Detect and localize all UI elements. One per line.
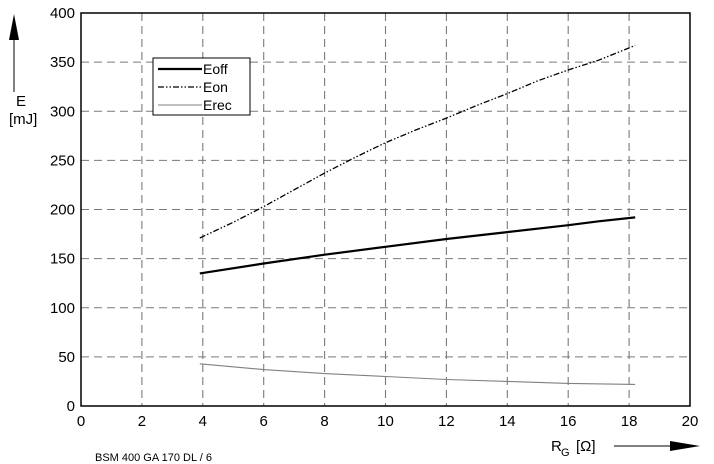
grid (81, 13, 690, 406)
y-tick-label: 100 (50, 300, 75, 317)
x-axis-subscript: G (561, 447, 570, 459)
x-axis-title: R (551, 438, 562, 455)
x-tick-label: 2 (138, 413, 146, 430)
x-tick-labels: 0 2 4 6 8 10 12 14 16 18 20 (77, 413, 699, 430)
x-tick-label: 10 (377, 413, 394, 430)
legend-label-eon: Eon (203, 79, 228, 95)
footer-caption: BSM 400 GA 170 DL / 6 (95, 452, 212, 464)
series-line-erec (199, 363, 636, 385)
y-arrow-icon (9, 14, 19, 40)
legend-box (152, 57, 251, 116)
y-axis-unit: [mJ] (9, 111, 37, 128)
y-tick-label: 150 (50, 251, 75, 268)
x-tick-label: 16 (560, 413, 577, 430)
series-lines (199, 44, 636, 385)
x-arrow-icon (670, 441, 700, 451)
y-tick-label: 350 (50, 54, 75, 71)
series-line-eoff (199, 216, 636, 275)
y-axis-label: E [mJ] (9, 14, 37, 128)
y-tick-labels: 0 50 100 150 200 250 300 350 400 (50, 5, 75, 415)
legend-label-eoff: Eoff (203, 61, 228, 77)
y-tick-label: 50 (58, 349, 75, 366)
x-tick-label: 6 (260, 413, 268, 430)
x-tick-label: 12 (438, 413, 455, 430)
x-axis-unit: [Ω] (576, 438, 596, 455)
y-axis-title: E (16, 93, 26, 110)
x-tick-label: 4 (199, 413, 207, 430)
x-tick-label: 18 (621, 413, 638, 430)
legend-label-erec: Erec (203, 97, 232, 113)
y-tick-label: 0 (67, 398, 75, 415)
y-tick-label: 250 (50, 152, 75, 169)
y-tick-label: 200 (50, 202, 75, 219)
x-tick-label: 0 (77, 413, 85, 430)
x-axis-label: R G [Ω] (551, 438, 700, 459)
legend: Eoff Eon Erec (152, 57, 251, 116)
x-tick-label: 20 (682, 413, 699, 430)
y-tick-label: 300 (50, 103, 75, 120)
plot-frame (80, 12, 691, 407)
series-line-eon (199, 44, 636, 239)
x-tick-label: 14 (499, 413, 516, 430)
y-tick-label: 400 (50, 5, 75, 22)
x-tick-label: 8 (320, 413, 328, 430)
